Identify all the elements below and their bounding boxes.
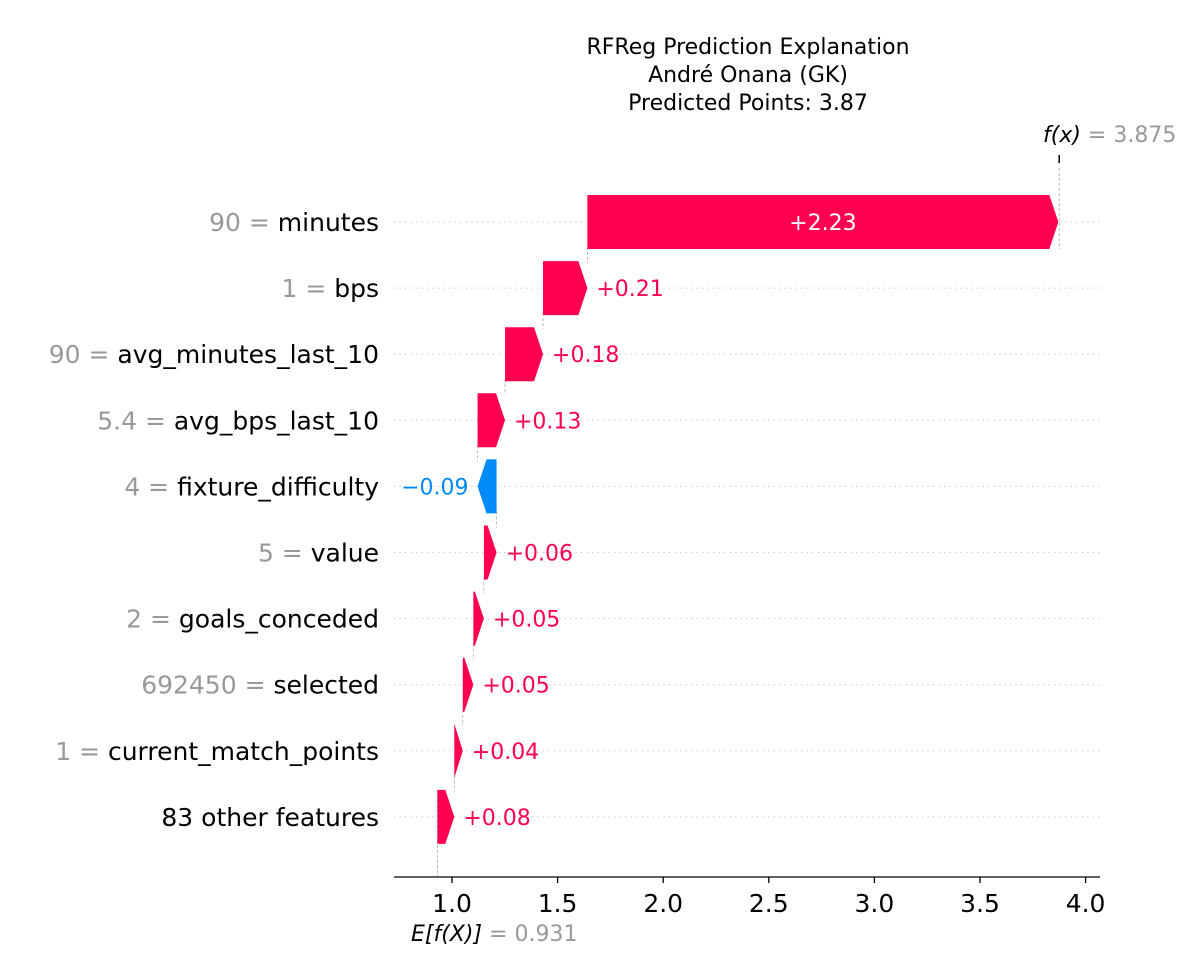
bar-value-label: +0.21 xyxy=(596,277,663,302)
bar-value-label: +0.08 xyxy=(463,806,530,831)
bar-value-label: +0.04 xyxy=(472,740,539,765)
contribution-bars: +2.23 +0.21 +0.18 +0.13 −0.09 +0.06 +0.05 +0.05… xyxy=(401,195,1059,844)
bar-bps xyxy=(543,261,588,316)
feature-label: 5.4 = avg_bps_last_10 xyxy=(97,406,379,435)
output-value-label: f(x) = 3.875 xyxy=(1043,123,1176,148)
x-tick-label: 3.5 xyxy=(960,889,1000,918)
feature-label: 83 other features xyxy=(161,803,379,832)
connector-lines xyxy=(437,168,1060,877)
feature-value: 1 = xyxy=(55,737,108,766)
feature-name: minutes xyxy=(278,208,379,237)
output-value: = 3.875 xyxy=(1081,123,1176,148)
feature-name: goals_conceded xyxy=(179,605,379,634)
feature-label: 1 = current_match_points xyxy=(55,737,379,766)
x-tick-label: 2.5 xyxy=(749,889,789,918)
feature-name: current_match_points xyxy=(108,737,379,766)
bar-minutes xyxy=(587,195,1059,249)
bar-value-label: +0.13 xyxy=(514,409,581,434)
feature-label: 692450 = selected xyxy=(141,671,379,700)
feature-name: avg_minutes_last_10 xyxy=(117,340,379,369)
base-value-label: E[f(X)] = 0.931 xyxy=(411,922,577,947)
row-gridlines xyxy=(394,221,1100,818)
bar-value-label: +0.06 xyxy=(506,542,573,567)
bar-value-label: +0.05 xyxy=(493,608,560,633)
bar-selected xyxy=(462,657,474,712)
base-value: = 0.931 xyxy=(482,922,577,947)
bar-current-match-points xyxy=(454,723,463,778)
feature-label: 4 = fixture_difficulty xyxy=(124,472,379,501)
x-tick-label: 2.0 xyxy=(643,889,683,918)
feature-name: selected xyxy=(273,671,379,700)
feature-value: 5.4 = xyxy=(97,406,174,435)
bar-avg-bps-last-10 xyxy=(477,393,506,448)
bar-fixture-difficulty xyxy=(477,459,497,514)
feature-value: 692450 = xyxy=(141,671,273,700)
base-label: E[f(X)] xyxy=(411,922,482,947)
feature-name: value xyxy=(311,539,379,568)
feature-value: 90 = xyxy=(209,208,278,237)
output-value-marker: f(x) = 3.875 xyxy=(1043,123,1176,163)
chart-title-line-3: Predicted Points: 3.87 xyxy=(628,91,868,116)
bar-goals-conceded xyxy=(473,591,484,646)
feature-name: avg_bps_last_10 xyxy=(174,406,379,435)
feature-label: 2 = goals_conceded xyxy=(126,605,379,634)
x-tick-label: 1.5 xyxy=(538,889,578,918)
chart-title: RFReg Prediction Explanation André Onana… xyxy=(586,35,909,116)
feature-value: 4 = xyxy=(124,472,177,501)
base-value-marker: E[f(X)] = 0.931 xyxy=(411,922,577,947)
feature-label: 1 = bps xyxy=(281,274,379,303)
bar-value-label: +0.18 xyxy=(552,343,619,368)
feature-value: 90 = xyxy=(49,340,118,369)
x-tick-label: 1.0 xyxy=(432,889,472,918)
bar-value-label: +2.23 xyxy=(789,211,856,236)
x-tick-label: 4.0 xyxy=(1066,889,1106,918)
feature-label: 90 = minutes xyxy=(209,208,379,237)
bar-value-label: −0.09 xyxy=(401,475,468,500)
feature-label: 5 = value xyxy=(258,539,379,568)
bar-value xyxy=(483,525,497,580)
bar-value-label: +0.05 xyxy=(482,674,549,699)
chart-title-line-1: RFReg Prediction Explanation xyxy=(586,35,909,60)
feature-value: 5 = xyxy=(258,539,311,568)
output-label: f(x) xyxy=(1043,123,1081,148)
chart-title-line-2: André Onana (GK) xyxy=(648,63,848,88)
feature-value: 2 = xyxy=(126,605,179,634)
feature-value: 1 = xyxy=(281,274,334,303)
feature-name: fixture_difficulty xyxy=(177,472,379,501)
feature-name: 83 other features xyxy=(161,803,379,832)
feature-name: bps xyxy=(334,274,379,303)
x-axis: 1.0 1.5 2.0 2.5 3.0 3.5 4.0 xyxy=(394,876,1106,918)
feature-label: 90 = avg_minutes_last_10 xyxy=(49,340,379,369)
bar-avg-minutes-last-10 xyxy=(505,327,544,382)
feature-labels: 90 = minutes 1 = bps 90 = avg_minutes_last… xyxy=(49,208,379,832)
bar-83-other-features xyxy=(437,789,455,844)
x-tick-label: 3.0 xyxy=(855,889,895,918)
